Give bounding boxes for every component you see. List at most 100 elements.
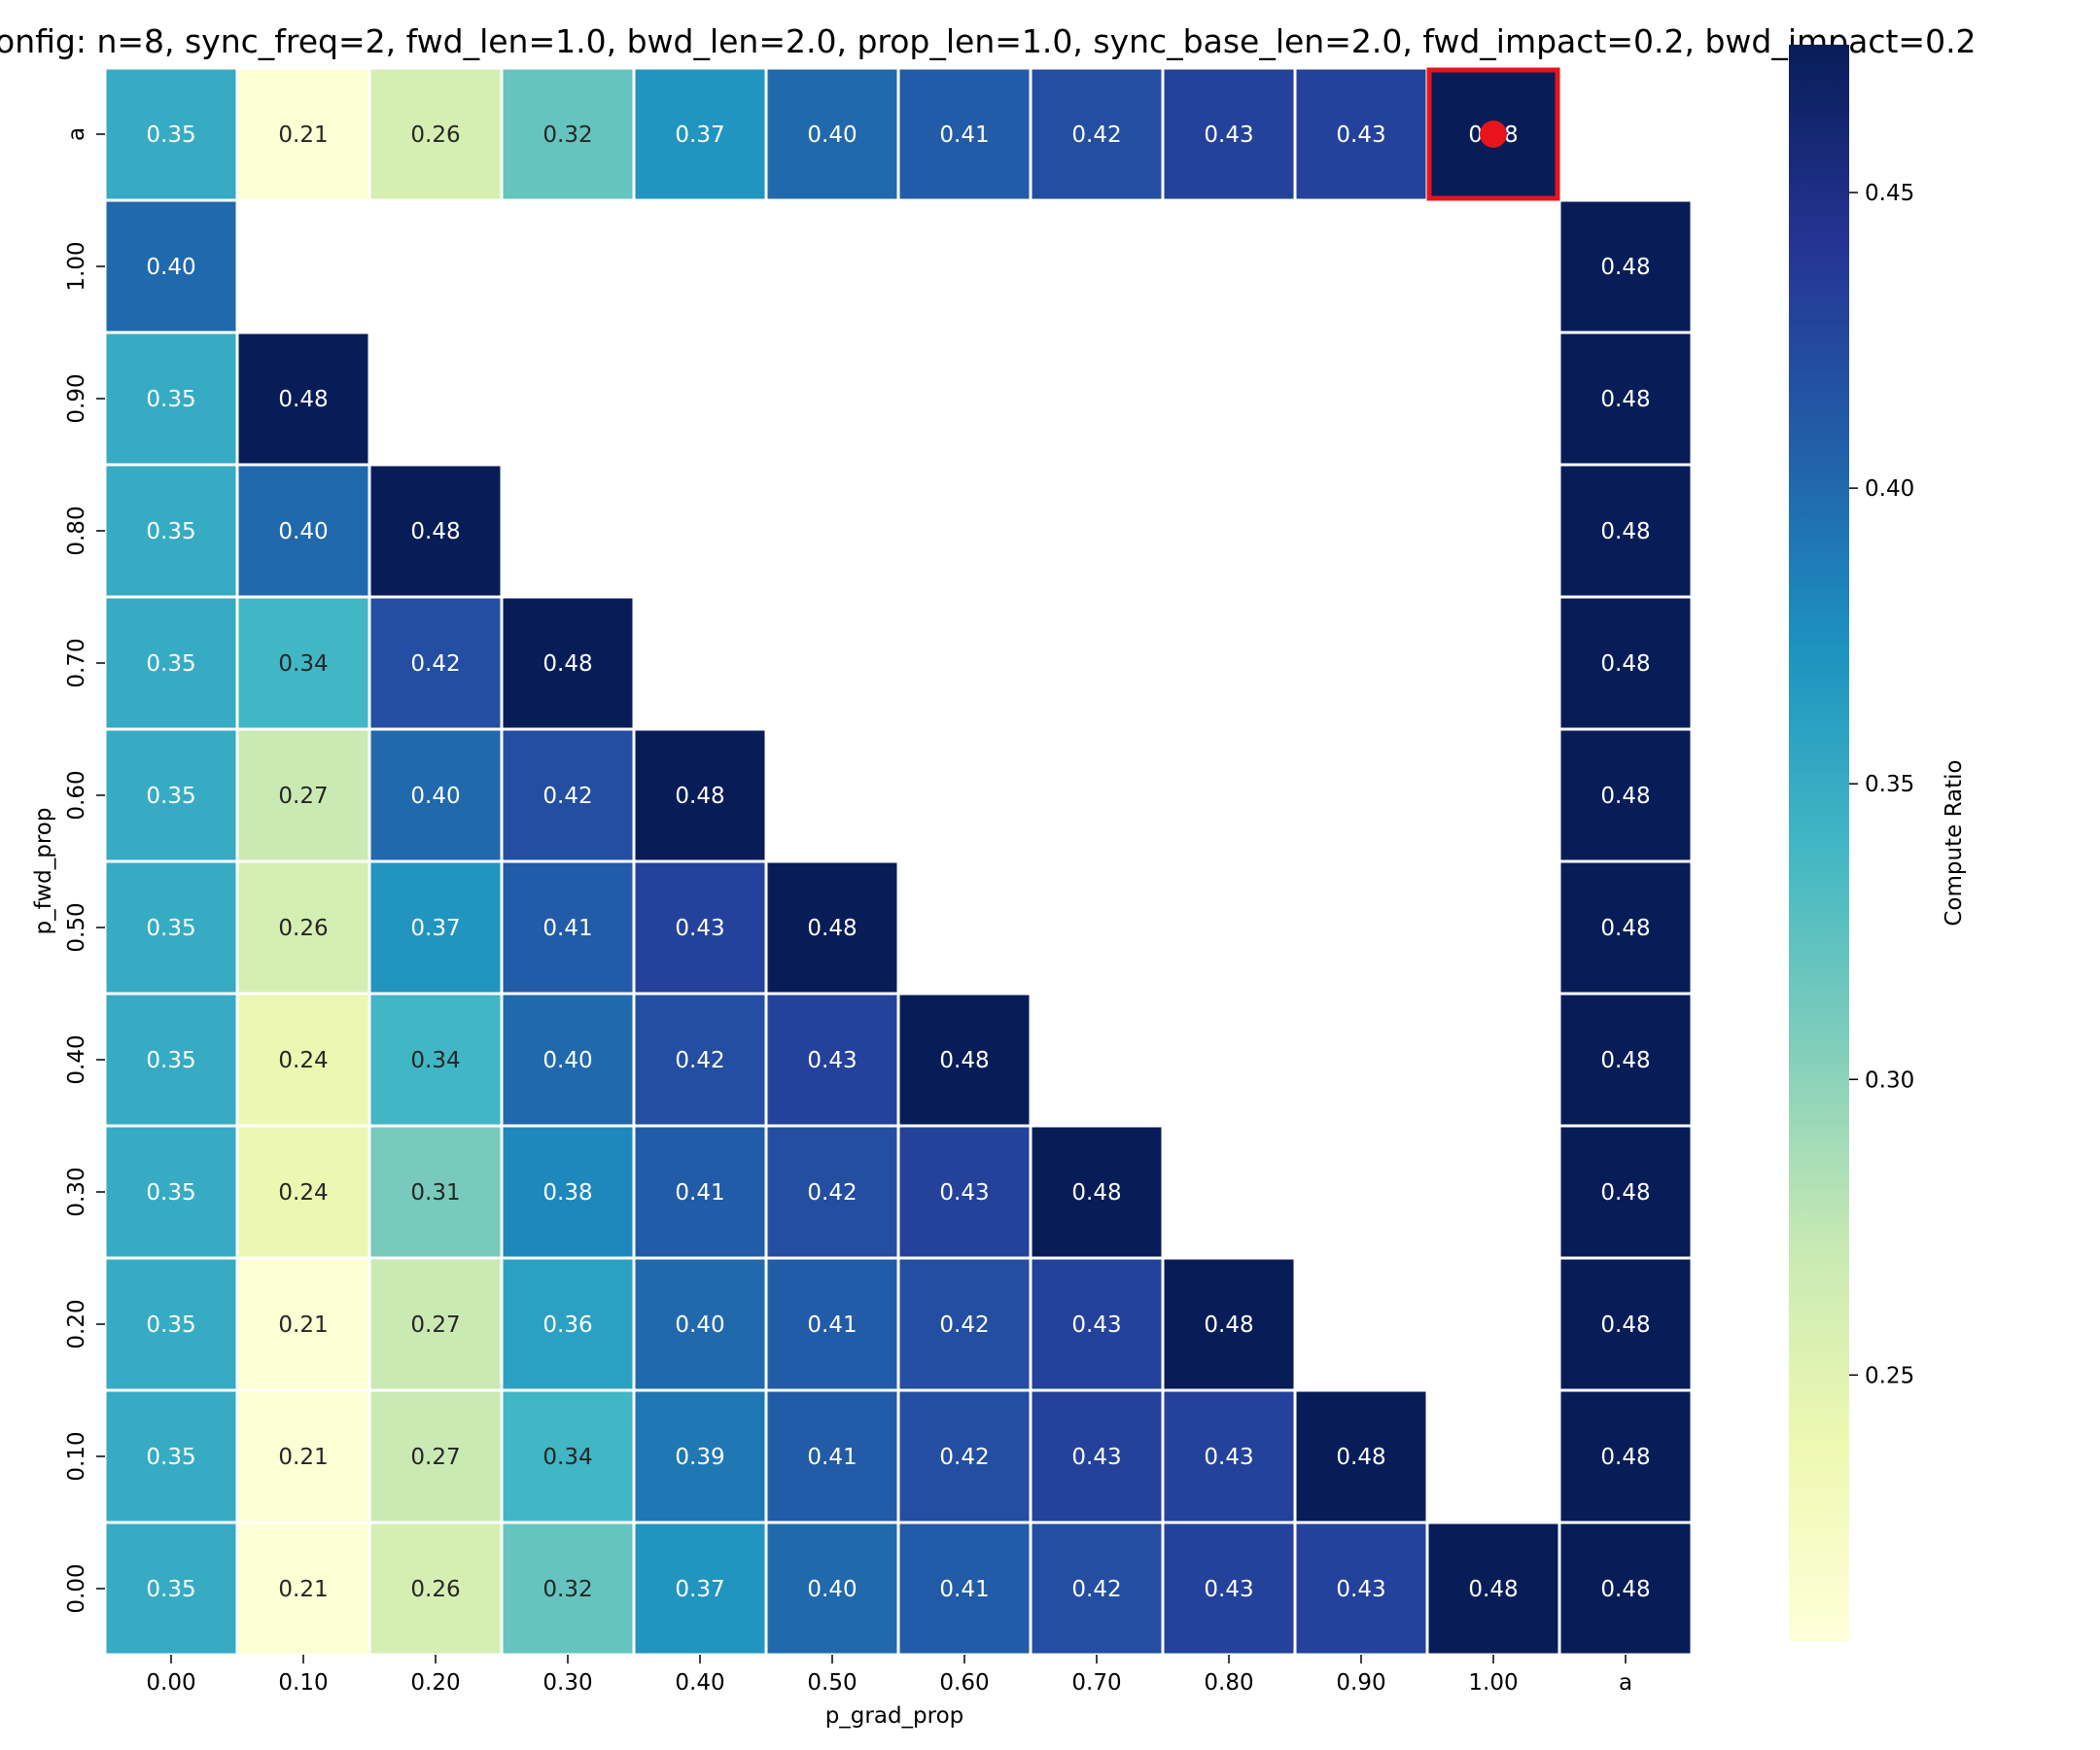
cell-value-label: 0.40 (146, 255, 195, 280)
y-axis-label: p_fwd_prop (31, 808, 56, 935)
cell-value-label: 0.42 (542, 784, 592, 809)
cell-value-label: 0.48 (1600, 1312, 1650, 1338)
x-tick-label: 0.00 (146, 1670, 195, 1696)
heatmap-cell (103, 1256, 239, 1392)
cell-value-label: 0.35 (146, 916, 195, 941)
cell-value-label: 0.43 (1071, 1445, 1121, 1470)
heatmap-cell (1558, 1124, 1694, 1260)
cell-value-label: 0.40 (410, 784, 460, 809)
cell-value-label: 0.48 (1600, 387, 1650, 412)
heatmap-cell (896, 1388, 1032, 1524)
y-tick-label: 0.20 (64, 1299, 89, 1348)
cell-value-label: 0.42 (1071, 1577, 1121, 1602)
heatmap-cell (764, 1256, 900, 1392)
cell-value-label: 0.41 (542, 916, 592, 941)
cell-value-label: 0.35 (146, 387, 195, 412)
cell-value-label: 0.48 (542, 651, 592, 677)
heatmap-cell (368, 1521, 504, 1657)
cell-value-label: 0.48 (939, 1048, 989, 1073)
heatmap-cell (632, 1521, 768, 1657)
x-tick-label: 0.20 (410, 1670, 460, 1696)
heatmap-cell (1558, 727, 1694, 863)
heatmap-cell (1293, 1388, 1429, 1524)
x-axis-ticks: 0.00 0.10 0.20 0.30 0.40 0.50 0.60 0.70 0.80 0.90… (146, 1655, 1632, 1696)
heatmap-cell (103, 595, 239, 731)
x-tick-label: 0.30 (542, 1670, 592, 1696)
cell-value-label: 0.41 (939, 122, 989, 148)
heatmap-cell (1161, 1256, 1297, 1392)
cell-value-label: 0.27 (410, 1445, 460, 1470)
cell-value-label: 0.42 (410, 651, 460, 677)
cell-value-label: 0.43 (1071, 1312, 1121, 1338)
heatmap-cell (1161, 1388, 1297, 1524)
heatmap-cell (235, 727, 371, 863)
heatmap-cell (235, 1388, 371, 1524)
heatmap-cell (764, 66, 900, 202)
heatmap-cell (632, 859, 768, 996)
heatmap-cell (632, 727, 768, 863)
colorbar-tick-label: 0.45 (1865, 181, 1914, 206)
y-tick-label: 0.80 (64, 506, 89, 555)
heatmap-cell (500, 727, 636, 863)
cell-value-label: 0.48 (1600, 916, 1650, 941)
cell-value-label: 0.26 (410, 1577, 460, 1602)
cell-value-label: 0.35 (146, 651, 195, 677)
heatmap-cell (235, 1124, 371, 1260)
y-tick-label: 0.10 (64, 1431, 89, 1481)
cell-value-label: 0.40 (807, 122, 857, 148)
cell-value-label: 0.48 (1468, 1577, 1518, 1602)
chart-title: onfig: n=8, sync_freq=2, fwd_len=1.0, bw… (0, 22, 1977, 60)
cell-value-label: 0.48 (1600, 1048, 1650, 1073)
cell-value-label: 0.48 (1600, 1445, 1650, 1470)
cell-value-label: 0.48 (675, 784, 724, 809)
x-axis-label: p_grad_prop (825, 1703, 964, 1729)
heatmap-cell (632, 66, 768, 202)
heatmap-cell (235, 463, 371, 599)
heatmap-cell (1161, 66, 1297, 202)
cell-value-label: 0.34 (410, 1048, 460, 1073)
x-tick-label: 0.10 (278, 1670, 328, 1696)
heatmap-cell (103, 1521, 239, 1657)
x-tick-label: 0.70 (1071, 1670, 1121, 1696)
cell-value-label: 0.39 (675, 1445, 724, 1470)
colorbar (1789, 45, 1849, 1641)
cell-value-label: 0.43 (1204, 1445, 1253, 1470)
heatmap-cell (1161, 1521, 1297, 1657)
heatmap-cell (1029, 66, 1165, 202)
y-tick-label: 0.90 (64, 373, 89, 423)
cell-value-label: 0.42 (939, 1445, 989, 1470)
colorbar-tick-label: 0.25 (1865, 1363, 1914, 1388)
cell-value-label: 0.35 (146, 1048, 195, 1073)
cell-value-label: 0.35 (146, 1577, 195, 1602)
cell-value-label: 0.21 (278, 1577, 328, 1602)
heatmap-cell (1558, 463, 1694, 599)
cell-value-label: 0.48 (1600, 651, 1650, 677)
heatmap-cell (1558, 992, 1694, 1128)
heatmap-cell (764, 1521, 900, 1657)
cell-value-label: 0.43 (939, 1180, 989, 1206)
cell-value-label: 0.40 (542, 1048, 592, 1073)
x-tick-label: 0.60 (939, 1670, 989, 1696)
heatmap-cell (1558, 1521, 1694, 1657)
cell-value-label: 0.35 (146, 519, 195, 544)
heatmap-cell (500, 1388, 636, 1524)
heatmap-cell (1029, 1124, 1165, 1260)
cell-value-label: 0.48 (807, 916, 857, 941)
cell-value-label: 0.48 (278, 387, 328, 412)
heatmap-cell (632, 1124, 768, 1260)
cell-value-label: 0.27 (410, 1312, 460, 1338)
x-tick-label: 0.90 (1336, 1670, 1385, 1696)
heatmap-cell (103, 992, 239, 1128)
cell-value-label: 0.35 (146, 122, 195, 148)
cell-value-label: 0.24 (278, 1048, 328, 1073)
heatmap-cell (1558, 331, 1694, 467)
heatmap-cell (368, 1388, 504, 1524)
cell-value-label: 0.48 (1071, 1180, 1121, 1206)
x-tick-label: 0.80 (1204, 1670, 1253, 1696)
cell-value-label: 0.48 (410, 519, 460, 544)
y-tick-label: 1.00 (64, 241, 89, 291)
heatmap-cell (103, 198, 239, 334)
heatmap-cell (235, 66, 371, 202)
heatmap-cell (500, 992, 636, 1128)
y-tick-label: 0.70 (64, 638, 89, 687)
